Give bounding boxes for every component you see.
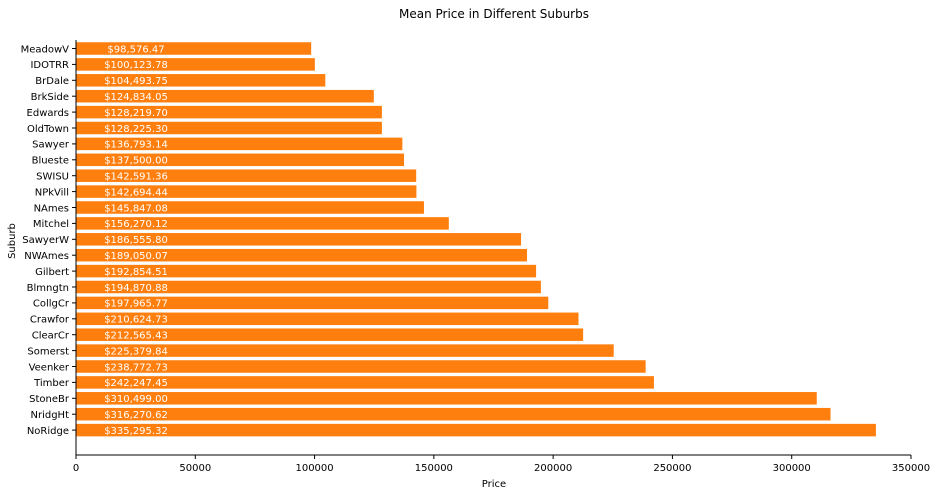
data-label-brkside: $124,834.05 <box>104 92 168 103</box>
y-tick-label-veenker: Veenker <box>29 362 70 373</box>
data-label-nridght: $316,270.62 <box>104 410 168 421</box>
data-label-timber: $242,247.45 <box>104 378 168 389</box>
data-label-meadowv: $98,576.47 <box>107 44 164 55</box>
data-label-blueste: $137,500.00 <box>104 156 168 167</box>
y-tick-label-crawfor: Crawfor <box>30 315 70 326</box>
data-label-npkvill: $142,694.44 <box>104 187 168 198</box>
bar-veenker <box>76 360 646 373</box>
bars-group: $98,576.47 $100,123.78 $104,493.75 $124,834… <box>76 42 876 437</box>
y-tick-label-sawyerw: SawyerW <box>22 235 69 246</box>
y-tick-label-noridge: NoRidge <box>27 426 69 437</box>
y-tick-label-blueste: Blueste <box>32 156 69 167</box>
y-tick-label-brkside: BrkSide <box>31 92 69 103</box>
bar-names <box>76 201 424 214</box>
y-tick-label-gilbert: Gilbert <box>35 267 69 278</box>
bar-edwards <box>76 105 382 119</box>
bar-oldtown <box>76 121 382 135</box>
data-label-noridge: $335,295.32 <box>104 426 168 437</box>
y-tick-label-brdale: BrDale <box>35 76 69 87</box>
chart-title: Mean Price in Different Suburbs <box>399 7 589 21</box>
x-tick-label: 200000 <box>534 463 572 474</box>
y-tick-label-npkvill: NPkVill <box>35 187 69 198</box>
bar-gilbert <box>76 264 537 278</box>
bar-nwames <box>76 248 528 262</box>
bar-nridght <box>76 407 831 421</box>
y-tick-label-clearcr: ClearCr <box>32 331 70 342</box>
x-tick-label: 350000 <box>892 463 930 474</box>
bar-npkvill <box>76 185 417 198</box>
x-tick-label: 0 <box>73 463 79 474</box>
bar-mitchel <box>76 217 449 230</box>
x-tick-label: 100000 <box>295 463 333 474</box>
data-label-mitchel: $156,270.12 <box>104 219 168 230</box>
data-label-crawfor: $210,624.73 <box>104 315 168 326</box>
x-axis-label: Price <box>482 479 506 490</box>
bar-crawfor <box>76 312 579 326</box>
bar-stonebr <box>76 392 817 405</box>
y-tick-label-meadowv: MeadowV <box>21 44 70 55</box>
y-axis-label: Suburb <box>7 223 18 259</box>
bar-brdale <box>76 74 326 87</box>
data-label-idotrr: $100,123.78 <box>104 60 168 71</box>
data-label-somerst: $225,379.84 <box>104 346 168 357</box>
data-label-blmngtn: $194,870.88 <box>104 283 168 294</box>
bar-brkside <box>76 89 374 103</box>
bar-somerst <box>76 344 614 357</box>
bar-idotrr <box>76 58 315 71</box>
y-tick-label-mitchel: Mitchel <box>33 219 69 230</box>
data-label-stonebr: $310,499.00 <box>104 394 168 405</box>
bar-clearcr <box>76 328 584 341</box>
y-tick-label-swisu: SWISU <box>36 172 69 183</box>
y-tick-label-oldtown: OldTown <box>27 124 69 135</box>
y-tick-label-blmngtn: Blmngtn <box>27 283 69 294</box>
data-label-swisu: $142,591.36 <box>104 172 168 183</box>
x-tick-label: 250000 <box>653 463 691 474</box>
bar-meadowv <box>76 42 312 55</box>
x-tick-label: 50000 <box>179 463 211 474</box>
x-tick-label: 150000 <box>415 463 453 474</box>
y-tick-labels: MeadowV IDOTRR BrDale BrkSide Edwards OldTown… <box>21 44 76 437</box>
bar-sawyerw <box>76 233 522 246</box>
bar-swisu <box>76 169 417 182</box>
bar-collgcr <box>76 296 549 310</box>
x-tick-label: 300000 <box>773 463 811 474</box>
data-label-names: $145,847.08 <box>104 203 168 214</box>
data-label-nwames: $189,050.07 <box>104 251 168 262</box>
x-ticks: 0 50000 100000 150000 200000 250000 300000 3500… <box>73 455 930 474</box>
data-label-clearcr: $212,565.43 <box>104 331 168 342</box>
y-tick-label-nwames: NWAmes <box>24 251 69 262</box>
y-tick-label-timber: Timber <box>33 378 70 389</box>
y-tick-label-collgcr: CollgCr <box>33 299 70 310</box>
data-label-collgcr: $197,965.77 <box>104 299 168 310</box>
data-label-edwards: $128,219.70 <box>104 108 168 119</box>
bar-timber <box>76 376 654 389</box>
y-tick-label-names: NAmes <box>34 203 69 214</box>
data-label-gilbert: $192,854.51 <box>104 267 168 278</box>
bar-noridge <box>76 423 876 437</box>
data-label-veenker: $238,772.73 <box>104 362 168 373</box>
data-label-sawyer: $136,793.14 <box>104 140 168 151</box>
y-tick-label-stonebr: StoneBr <box>29 394 70 405</box>
y-tick-label-somerst: Somerst <box>27 346 69 357</box>
bar-blueste <box>76 153 405 167</box>
y-tick-label-idotrr: IDOTRR <box>30 60 69 71</box>
data-label-sawyerw: $186,555.80 <box>104 235 168 246</box>
bar-blmngtn <box>76 280 541 294</box>
y-tick-label-nridght: NridgHt <box>30 410 69 421</box>
y-tick-label-edwards: Edwards <box>27 108 69 119</box>
y-tick-label-sawyer: Sawyer <box>32 140 70 151</box>
data-label-brdale: $104,493.75 <box>104 76 168 87</box>
bar-sawyer <box>76 137 403 151</box>
data-label-oldtown: $128,225.30 <box>104 124 168 135</box>
